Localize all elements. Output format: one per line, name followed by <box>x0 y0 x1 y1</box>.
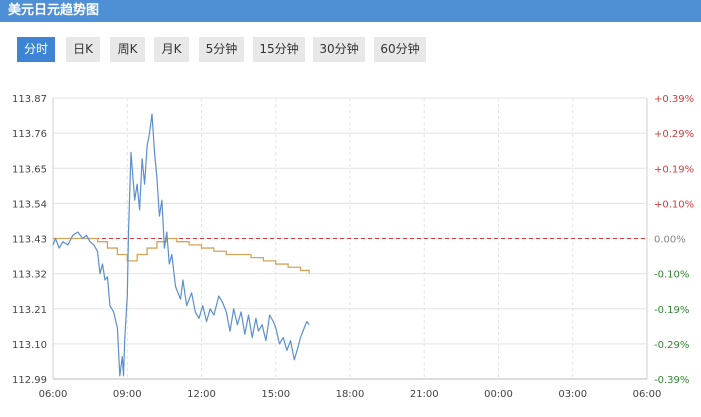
y-right-tick-label: -0.10% <box>654 270 689 281</box>
tab-30min[interactable]: 30分钟 <box>313 37 365 62</box>
tab-monthly-k[interactable]: 月K <box>154 37 189 62</box>
x-tick-label: 15:00 <box>261 389 290 400</box>
x-tick-label: 12:00 <box>187 389 216 400</box>
y-tick-label: 113.43 <box>12 235 47 246</box>
tab-15min[interactable]: 15分钟 <box>253 37 305 62</box>
tab-60min[interactable]: 60分钟 <box>374 37 426 62</box>
chart-header: 美元日元趋势图 <box>0 0 701 22</box>
x-tick-label: 09:00 <box>113 389 142 400</box>
x-tick-label: 00:00 <box>484 389 513 400</box>
y-tick-label: 113.76 <box>12 129 47 140</box>
y-tick-label: 113.54 <box>12 199 47 210</box>
y-tick-label: 113.32 <box>12 270 47 281</box>
tab-weekly-k[interactable]: 周K <box>110 37 145 62</box>
y-tick-label: 113.21 <box>12 305 47 316</box>
tab-daily-k[interactable]: 日K <box>66 37 100 62</box>
y-right-tick-label: +0.39% <box>654 94 694 105</box>
y-right-tick-label: -0.19% <box>654 305 689 316</box>
y-tick-label: 113.10 <box>12 340 47 351</box>
y-right-tick-label: 0.00% <box>654 235 686 246</box>
y-right-tick-label: -0.29% <box>654 340 689 351</box>
y-right-tick-label: +0.19% <box>654 164 694 175</box>
x-tick-label: 21:00 <box>410 389 439 400</box>
y-right-tick-label: +0.10% <box>654 199 694 210</box>
y-tick-label: 113.65 <box>12 164 47 175</box>
average-price-line <box>53 237 310 274</box>
x-tick-label: 03:00 <box>558 389 587 400</box>
y-right-tick-label: -0.39% <box>654 375 689 386</box>
chart-title: 美元日元趋势图 <box>8 3 100 18</box>
x-tick-label: 18:00 <box>336 389 365 400</box>
tab-5min[interactable]: 5分钟 <box>199 37 244 62</box>
x-tick-label: 06:00 <box>633 389 662 400</box>
price-line <box>52 113 310 377</box>
y-tick-label: 112.99 <box>12 375 47 386</box>
x-tick-label: 06:00 <box>39 389 68 400</box>
y-right-tick-label: +0.29% <box>654 129 694 140</box>
y-tick-label: 113.87 <box>12 94 47 105</box>
tab-intraday[interactable]: 分时 <box>17 37 55 62</box>
